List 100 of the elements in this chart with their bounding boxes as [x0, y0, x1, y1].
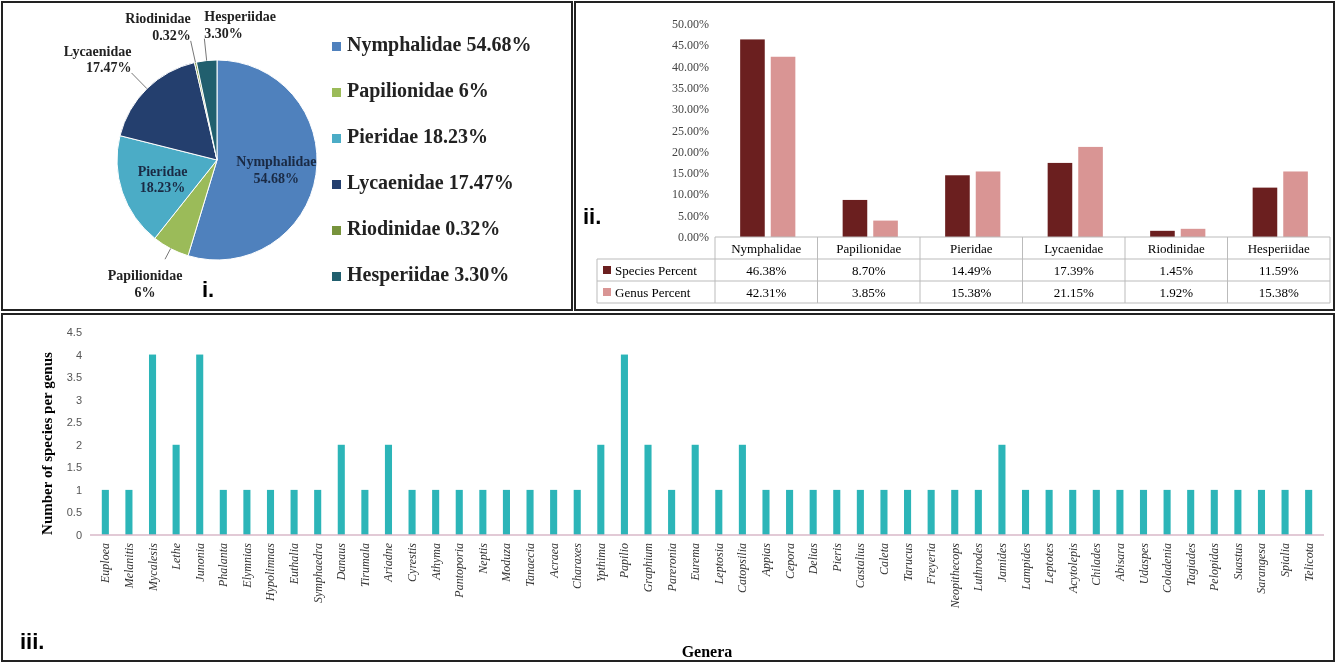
x-tick-label: Caleta [876, 543, 891, 575]
x-tick-label: Lycaenidae [1044, 241, 1104, 256]
y-tick-label: 25.00% [672, 123, 709, 138]
data-label: 18.23% [139, 180, 186, 196]
x-tick-label: Papilio [617, 543, 632, 580]
x-tick-label: Phalanta [216, 543, 231, 588]
text: 0.32% [445, 217, 501, 239]
data-label: 21.15% [1053, 285, 1094, 300]
bar [1116, 489, 1124, 535]
x-tick-label: Neptis [475, 542, 490, 575]
x-tick-label: Euploea [98, 543, 113, 584]
y-tick-label: 3.5 [66, 371, 82, 384]
legend-label: Nymphalidae [347, 33, 462, 55]
data-label: 17.47% [86, 60, 132, 76]
slice-label: Nymphalidae [236, 153, 317, 169]
bar [715, 489, 723, 535]
bar [573, 489, 581, 535]
bar [502, 489, 510, 535]
bar [691, 444, 699, 535]
text: iii. [20, 629, 45, 654]
bar [842, 199, 868, 237]
x-tick-label: Pantoporia [452, 543, 467, 599]
data-label: 54.68% [253, 170, 300, 186]
x-tick-label: Eurema [688, 543, 703, 582]
x-tick-label: Catopsilia [735, 543, 750, 594]
bar [361, 489, 369, 535]
x-tick-label: Cyrestis [405, 542, 420, 582]
y-tick-label: 30.00% [672, 102, 709, 117]
bar [1257, 489, 1266, 535]
x-tick-label: Mycalesis [145, 542, 160, 592]
text: i. [202, 277, 215, 302]
y-tick-label: 0.5 [66, 506, 82, 519]
x-tick-label: Suastus [1230, 542, 1245, 580]
bar [740, 39, 765, 237]
y-axis-title: Number of species per genus [39, 351, 55, 535]
x-tick-label: Tanaecia [523, 543, 538, 587]
slice-label: Pieridae [137, 163, 188, 179]
bar [290, 489, 298, 535]
slice-label: Lycaenidae [63, 43, 132, 59]
bar [479, 489, 487, 535]
bar [1021, 489, 1030, 535]
x-tick-label: Tirumala [357, 543, 372, 588]
y-tick-label: 2.5 [66, 416, 82, 429]
y-tick-label: 10.00% [672, 187, 709, 202]
x-tick-label: Elymnias [239, 542, 254, 589]
x-tick-label: Tarucus [900, 542, 915, 582]
data-label: 11.59% [1258, 263, 1299, 278]
x-tick-label: Cepora [782, 543, 797, 579]
bar [526, 489, 534, 535]
x-tick-label: Jamides [994, 542, 1009, 583]
y-tick-label: 2 [75, 438, 82, 451]
bar [597, 444, 605, 535]
text: 17.47% [448, 171, 514, 193]
bar [856, 489, 864, 535]
bar [880, 489, 888, 535]
legend-label: Genus Percent [615, 285, 691, 300]
x-tick-label: Telicota [1301, 543, 1316, 582]
legend-label: Lycaenidae [347, 171, 444, 193]
x-tick-label: Sarangesa [1254, 543, 1269, 594]
data-label: 3.30% [204, 26, 243, 42]
bar [1252, 187, 1278, 237]
x-tick-label: Athyma [428, 543, 443, 581]
bar [762, 489, 770, 535]
bar [873, 220, 898, 237]
x-tick-label: Ypthima [593, 543, 608, 582]
bar [945, 175, 970, 237]
data-label: 3.85% [851, 285, 886, 300]
bar [196, 354, 204, 535]
bar [1234, 489, 1242, 535]
text: 54.68% [466, 33, 532, 55]
bar [1187, 489, 1195, 535]
data-label: 17.39% [1053, 263, 1094, 278]
data-label: 1.45% [1159, 263, 1194, 278]
bar [738, 444, 746, 535]
bar [998, 444, 1006, 535]
bar [101, 489, 109, 535]
bar [975, 171, 1001, 237]
x-tick-label: Neopithecops [947, 542, 962, 610]
x-tick-label: Papilionidae [836, 241, 902, 256]
y-tick-label: 1.5 [66, 461, 82, 474]
bar [809, 489, 817, 535]
x-tick-label: Pelopidas [1207, 542, 1222, 592]
y-tick-label: 3 [75, 393, 82, 406]
x-tick-label: Spialia [1278, 543, 1293, 578]
bar [1069, 489, 1077, 535]
data-label: 42.31% [746, 285, 787, 300]
y-tick-label: 0.00% [678, 230, 709, 244]
bar [266, 489, 275, 535]
x-tick-label: Danaus [334, 542, 349, 582]
y-tick-label: 40.00% [672, 59, 709, 74]
x-tick-label: Abisara [1112, 543, 1127, 583]
bar [384, 444, 393, 535]
legend-label: Species Percent [615, 263, 698, 278]
bar [974, 489, 982, 535]
x-tick-label: Leptotes [1042, 542, 1057, 585]
data-label: 8.70% [851, 263, 886, 278]
legend-label: Hesperiidae [347, 263, 450, 285]
x-tick-label: Appias [758, 542, 773, 578]
bar [1283, 171, 1308, 237]
bar [1163, 489, 1171, 535]
